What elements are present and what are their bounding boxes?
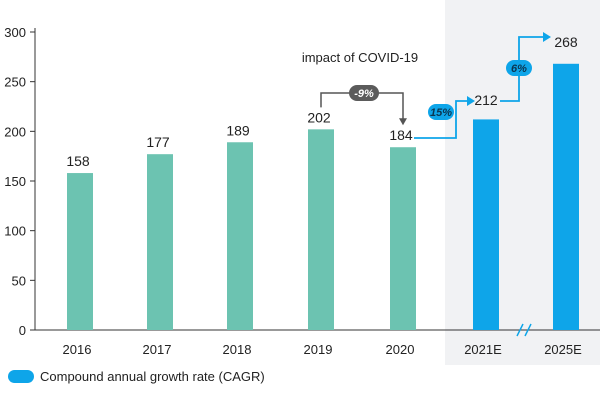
- cagr-arrow-2020-2021: [414, 100, 468, 139]
- y-tick-label: 50: [12, 273, 26, 288]
- cagr-label: 15%: [430, 107, 452, 119]
- covid-annotation-text: impact of COVID-19: [302, 50, 418, 65]
- legend-swatch: [8, 370, 34, 383]
- cagr-arrowhead: [467, 96, 475, 106]
- cagr-arrowhead: [543, 32, 551, 42]
- bar-2019: [308, 129, 334, 330]
- x-tick-label: 2019: [304, 342, 333, 357]
- value-label: 189: [226, 122, 250, 138]
- bar-2018: [227, 142, 253, 330]
- legend-label: Compound annual growth rate (CAGR): [40, 369, 265, 384]
- y-tick-label: 200: [4, 124, 26, 139]
- axis-break-mark: [516, 323, 524, 337]
- value-label: 177: [146, 134, 170, 150]
- y-tick-label: 100: [4, 224, 26, 239]
- cagr-pill: [428, 104, 454, 120]
- x-tick-label: 2020: [386, 342, 415, 357]
- x-tick-label: 2025E: [544, 342, 582, 357]
- covid-change-pill: [349, 85, 379, 101]
- bar-2025E: [553, 63, 579, 330]
- x-tick-label: 2018: [223, 342, 252, 357]
- y-tick-label: 150: [4, 174, 26, 189]
- y-tick-label: 300: [4, 25, 26, 40]
- x-tick-label: 2017: [143, 342, 172, 357]
- x-tick-label: 2016: [63, 342, 92, 357]
- y-tick-label: 250: [4, 75, 26, 90]
- value-label: 268: [554, 34, 578, 50]
- y-tick-label: 0: [19, 323, 26, 338]
- bar-2021E: [473, 119, 499, 330]
- value-label: 202: [307, 109, 331, 125]
- axis-break-mark: [524, 323, 532, 337]
- cagr-label: 6%: [511, 63, 527, 75]
- legend: Compound annual growth rate (CAGR): [8, 369, 265, 384]
- cagr-pill: [506, 60, 532, 76]
- x-tick-label: 2021E: [464, 342, 502, 357]
- bar-2017: [147, 154, 173, 330]
- bar-2016: [67, 173, 93, 330]
- covid-change-label: -9%: [354, 88, 374, 100]
- value-label: 212: [474, 92, 498, 108]
- value-label: 158: [66, 153, 90, 169]
- covid-arrowhead: [399, 118, 407, 126]
- bar-2020: [390, 147, 416, 330]
- value-label: 184: [389, 127, 413, 143]
